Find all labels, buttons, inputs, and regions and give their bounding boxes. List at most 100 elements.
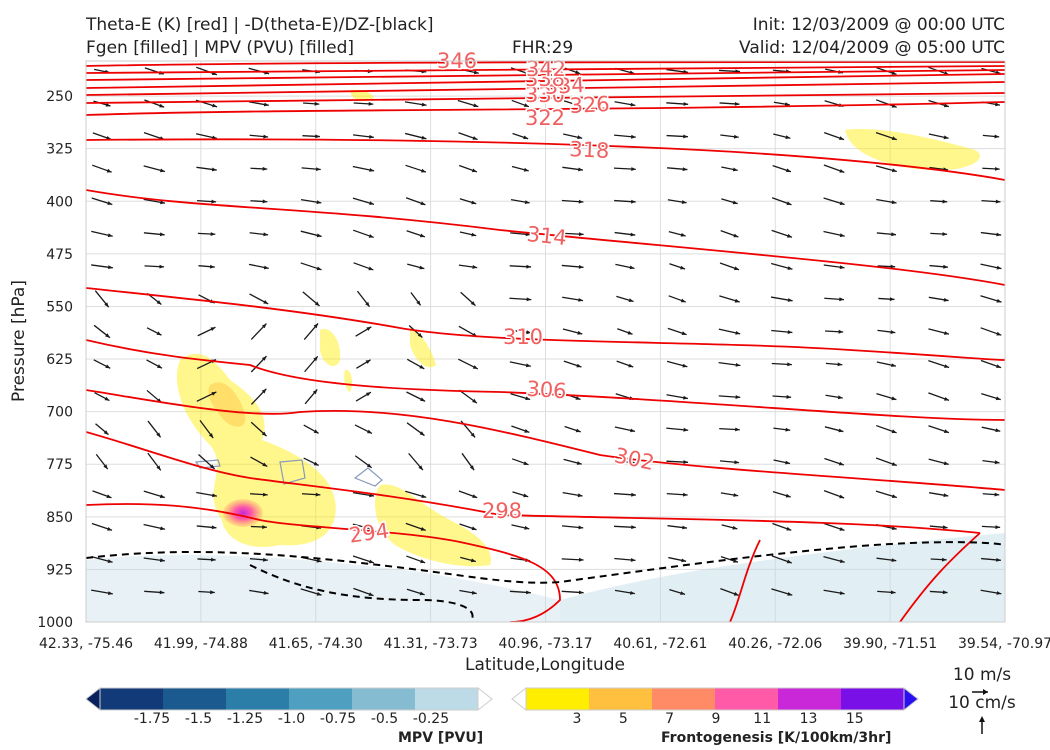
colorbar-swatch xyxy=(778,688,842,710)
wind-vector-head xyxy=(313,429,319,434)
wind-vector-head xyxy=(368,234,374,238)
wind-vector xyxy=(666,360,688,368)
wind-vector-head xyxy=(471,526,477,531)
wind-vector xyxy=(981,525,1001,530)
wind-vector xyxy=(980,295,1002,303)
wind-vector xyxy=(613,167,636,171)
wind-vector xyxy=(613,492,636,497)
wind-vector xyxy=(410,292,422,306)
wind-vector-head xyxy=(160,200,165,205)
wind-vector-head xyxy=(526,264,531,269)
theta-e-contour-label: 306 xyxy=(526,377,568,404)
wind-vector-head xyxy=(419,364,425,369)
wind-vector xyxy=(561,199,584,204)
wind-vector xyxy=(876,232,897,237)
wind-vector-head xyxy=(103,430,109,435)
wind-vector-head xyxy=(108,591,113,595)
wind-vector-head xyxy=(106,168,112,173)
wind-vector-head xyxy=(839,494,845,499)
colorbar-tick-label: -0.25 xyxy=(413,711,449,727)
wind-vector-head xyxy=(787,592,793,596)
wind-vector xyxy=(718,362,741,367)
wind-vector-head xyxy=(683,427,689,432)
wind-vector xyxy=(562,296,584,302)
wind-vector-head xyxy=(210,264,215,269)
wind-vector xyxy=(510,198,530,204)
wind-vector-head xyxy=(683,460,689,464)
frontogenesis-region xyxy=(350,89,374,102)
theta-e-contour-line xyxy=(729,539,761,622)
wind-vector xyxy=(458,132,478,141)
wind-vector xyxy=(458,358,479,370)
colorbar-swatch xyxy=(163,688,227,710)
wind-vector-head xyxy=(839,265,845,270)
wind-vector xyxy=(772,165,792,173)
wind-vector-head xyxy=(577,330,583,335)
wind-vector xyxy=(511,458,529,466)
wind-vector xyxy=(198,590,215,595)
wind-vector xyxy=(563,458,582,465)
wind-vector-head xyxy=(316,266,322,271)
wind-vector xyxy=(824,297,844,302)
wind-vector xyxy=(930,199,948,204)
wind-vector-head xyxy=(680,232,686,237)
frontogenesis-region xyxy=(208,382,246,427)
wind-vector-head xyxy=(629,265,635,270)
wind-vector xyxy=(667,199,687,204)
wind-vector-head xyxy=(212,493,217,498)
wind-vector-head xyxy=(368,101,374,106)
wind-vector-head xyxy=(103,464,108,470)
wind-vector xyxy=(824,426,844,433)
wind-vector-head xyxy=(316,233,322,238)
wind-vector xyxy=(143,490,165,499)
wind-vector xyxy=(92,132,112,140)
colorbar-swatch xyxy=(226,688,290,710)
wind-vector-head xyxy=(262,199,268,204)
x-tick-label: 39.90, -71.51 xyxy=(843,636,937,652)
wind-vector-head xyxy=(680,298,686,303)
wind-vector xyxy=(617,328,633,335)
wind-vector-head xyxy=(631,525,636,530)
wind-vector xyxy=(303,322,319,341)
wind-vector xyxy=(301,492,321,497)
wind-vector xyxy=(877,590,896,595)
wind-vector-head xyxy=(838,428,844,433)
wind-vector-head xyxy=(419,265,425,270)
wind-vector-head xyxy=(209,464,215,469)
wind-vector-head xyxy=(159,103,165,108)
wind-vector xyxy=(668,231,686,237)
colorbar-tick-label: 13 xyxy=(800,711,818,727)
wind-vector-head xyxy=(210,590,215,595)
wind-vector-head xyxy=(839,297,844,302)
wind-vector xyxy=(352,523,375,531)
wind-vector-head xyxy=(785,460,790,465)
wind-vector-head xyxy=(630,232,636,237)
wind-vector-head xyxy=(421,168,426,173)
wind-vector xyxy=(876,557,897,562)
wind-vector xyxy=(980,327,1002,336)
filled-fields xyxy=(86,89,1005,622)
wind-vector xyxy=(509,361,531,368)
wind-vector-head xyxy=(838,329,844,334)
wind-vector-head xyxy=(369,201,374,205)
wind-vector xyxy=(928,392,950,402)
wind-vector-head xyxy=(734,298,740,303)
wind-vector xyxy=(718,328,741,335)
wind-vector xyxy=(406,391,426,402)
wind-vector xyxy=(666,134,688,139)
wind-vector xyxy=(614,589,635,595)
wind-vector-head xyxy=(680,265,685,270)
wind-vector-head xyxy=(839,233,845,238)
forecast-hour: FHR:29 xyxy=(512,38,574,58)
wind-vector-head xyxy=(368,266,374,271)
wind-vector xyxy=(460,291,476,307)
wind-vector xyxy=(459,198,477,205)
wind-vector xyxy=(823,164,845,173)
wind-vector xyxy=(928,296,949,302)
wind-vector xyxy=(771,229,793,238)
wind-vector xyxy=(721,198,738,205)
wind-vector xyxy=(613,525,636,530)
wind-vector xyxy=(876,198,897,205)
colorbar-tick-label: 7 xyxy=(665,711,674,727)
